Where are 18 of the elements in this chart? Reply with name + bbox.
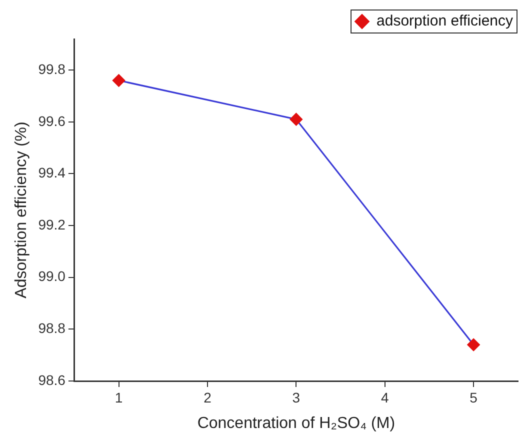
y-tick-label: 99.6 [38,112,66,129]
y-tick-label: 98.6 [38,372,66,388]
y-tick-label: 99.8 [38,60,66,77]
point [290,113,302,126]
y-axis-title: Adsorption efficiency (%) [13,122,30,298]
point [467,338,480,352]
legend-label: adsorption efficiency [376,12,514,30]
y-tick-label: 98.8 [38,320,66,336]
y-tick-label: 99.2 [38,216,66,232]
y-tick-label: 99.0 [38,268,66,284]
point [112,74,126,87]
x-tick-label: 3 [292,389,300,406]
x-tick-label: 1 [114,389,123,406]
x-tick-label: 2 [204,389,212,406]
x-axis-title: Concentration of H₂SO₄ (M) [197,414,396,432]
x-tick-label: 4 [380,389,389,406]
x-tick-label: 5 [470,389,478,406]
y-tick-label: 99.4 [38,164,66,181]
